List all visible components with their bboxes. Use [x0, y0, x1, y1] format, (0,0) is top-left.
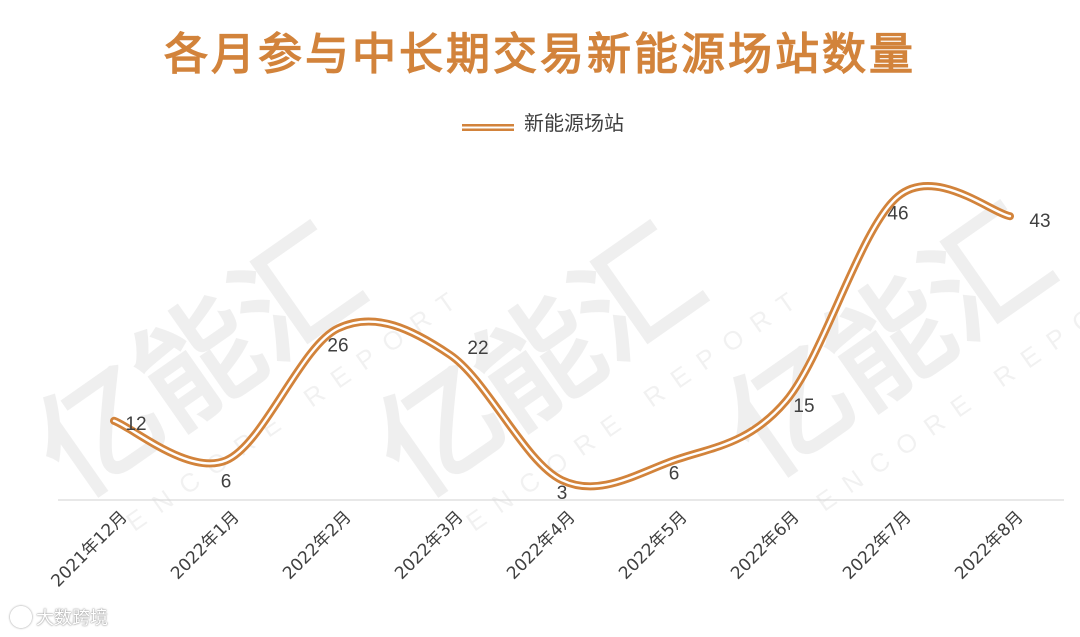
- x-tick-label: 2022年7月: [839, 507, 915, 583]
- x-tick-label: 2022年2月: [279, 507, 355, 583]
- data-label: 3: [557, 483, 568, 504]
- data-label: 6: [221, 471, 232, 492]
- x-tick-label: 2022年5月: [615, 507, 691, 583]
- data-label: 26: [327, 335, 348, 356]
- footer-source-text: 大数跨境: [36, 608, 108, 629]
- data-label: 43: [1029, 211, 1050, 232]
- chart-title: 各月参与中长期交易新能源场站数量: [164, 29, 916, 80]
- data-label: 12: [125, 414, 146, 435]
- x-tick-label: 2022年1月: [167, 507, 243, 583]
- legend: 新能源场站: [458, 106, 624, 136]
- x-tick-label: 2022年8月: [951, 507, 1027, 583]
- legend-swatch: [458, 117, 518, 131]
- x-tick-label: 2022年4月: [503, 507, 579, 583]
- legend-label: 新能源场站: [524, 110, 624, 135]
- data-label: 6: [669, 463, 680, 484]
- footer-source: 大数跨境: [10, 604, 108, 630]
- x-tick-label: 2022年6月: [727, 507, 803, 583]
- data-label: 46: [887, 203, 908, 224]
- data-label: 22: [467, 338, 488, 359]
- series-line-inner: [112, 184, 1012, 488]
- logo-icon: [10, 606, 32, 628]
- data-label: 15: [793, 396, 814, 417]
